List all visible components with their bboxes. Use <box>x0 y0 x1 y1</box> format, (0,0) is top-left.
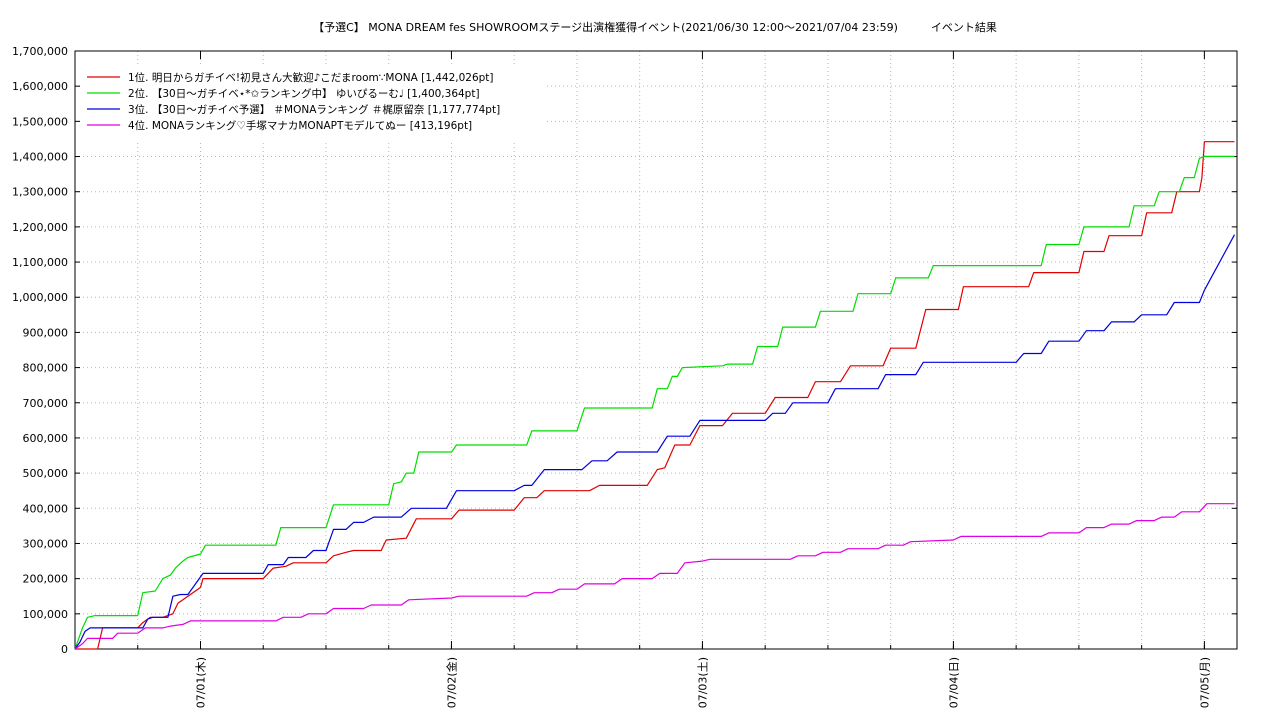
x-tick-label: 07/04(日) <box>947 657 960 708</box>
y-tick-label: 600,000 <box>23 432 69 445</box>
x-tick-label: 07/01(木) <box>194 657 207 708</box>
legend-label: 4位. MONAランキング♡手塚マナカMONAPTモデルてぬー [413,196… <box>128 119 472 132</box>
y-tick-label: 100,000 <box>23 608 69 621</box>
legend-label: 1位. 明日からガチイベ!初見さん大歓迎♪こだまroom∵MONA [1,442… <box>128 71 494 84</box>
y-tick-label: 200,000 <box>23 573 69 586</box>
y-tick-label: 0 <box>61 643 68 656</box>
y-tick-label: 1,700,000 <box>12 45 68 58</box>
legend-box <box>80 64 544 140</box>
plot-border <box>74 50 1238 650</box>
y-tick-label: 400,000 <box>23 502 69 515</box>
x-tick-label: 07/05(月) <box>1198 657 1211 708</box>
series-line <box>74 503 1235 650</box>
x-tick-label: 07/03(土) <box>696 657 709 708</box>
x-tick-label: 07/02(金) <box>444 657 458 708</box>
series-line <box>75 141 1235 650</box>
series-lines <box>74 141 1236 650</box>
y-tick-label: 1,400,000 <box>12 151 68 164</box>
y-tick-label: 1,000,000 <box>12 291 68 304</box>
series-line <box>74 234 1236 650</box>
y-tick-label: 1,100,000 <box>12 256 68 269</box>
y-tick-label: 300,000 <box>23 537 69 550</box>
y-tick-label: 500,000 <box>23 467 69 480</box>
y-tick-label: 1,300,000 <box>12 186 68 199</box>
axes: 0 100,000 200,000 300,000 400,000 500,000 600,… <box>12 45 1238 708</box>
y-tick-label: 1,600,000 <box>12 80 68 93</box>
y-tick-label: 1,200,000 <box>12 221 68 234</box>
legend-label: 2位. 【30日～ガチイベ⋆*✩ランキング中】 ゆいぴるーむ♩ [1,400,3… <box>128 87 480 100</box>
series-line <box>74 155 1235 650</box>
chart-title: 【予選C】 MONA DREAM fes SHOWROOMステージ出演権獲得イベ… <box>313 20 997 34</box>
y-tick-label: 1,500,000 <box>12 115 68 128</box>
y-tick-label: 900,000 <box>23 326 69 339</box>
y-tick-label: 700,000 <box>23 397 69 410</box>
legend: 1位. 明日からガチイベ!初見さん大歓迎♪こだまroom∵MONA [1,442… <box>80 64 544 140</box>
y-tick-label: 800,000 <box>23 362 69 375</box>
legend-label: 3位. 【30日～ガチイベ予選】 ＃MONAランキング ＃梶原留奈 [1,177… <box>128 103 500 116</box>
